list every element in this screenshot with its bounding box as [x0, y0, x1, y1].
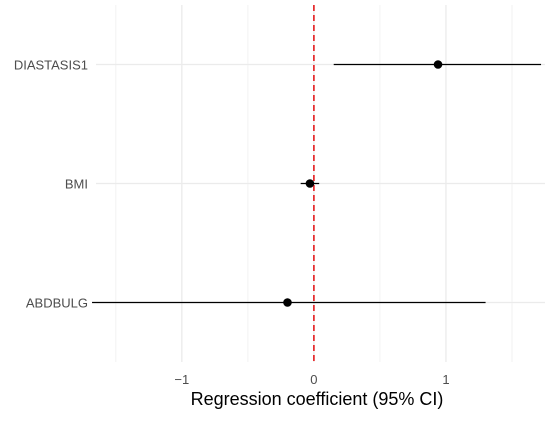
marks-layer: [92, 60, 542, 307]
x-tick-label: 0: [310, 372, 317, 387]
point-estimate: [433, 60, 443, 69]
y-tick-label: BMI: [65, 177, 88, 192]
point-estimate: [283, 298, 292, 307]
grid-layer: [96, 5, 545, 362]
x-tick-label: −1: [174, 372, 189, 387]
labels-layer: DIASTASIS1 BMI ABDBULG −1 0 1: [14, 58, 450, 388]
x-tick-label: 1: [442, 372, 449, 387]
x-axis-title: Regression coefficient (95% CI): [191, 389, 444, 409]
y-tick-label: ABDBULG: [26, 296, 88, 311]
y-tick-label: DIASTASIS1: [14, 58, 88, 73]
point-estimate: [305, 179, 315, 188]
